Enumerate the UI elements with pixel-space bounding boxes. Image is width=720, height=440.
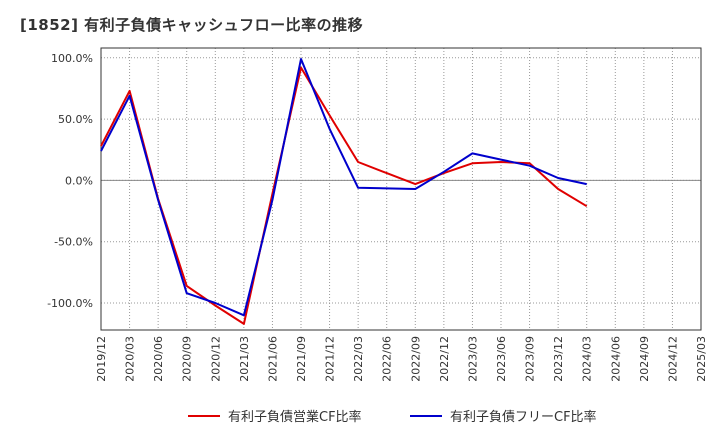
legend-label-2: 有利子負債フリーCF比率: [450, 409, 597, 425]
x-tick-label: 2022/09: [409, 336, 422, 382]
x-tick-label: 2022/06: [381, 336, 394, 382]
x-tick-label: 2021/09: [295, 336, 308, 382]
chart-title: [1852] 有利子負債キャッシュフロー比率の推移: [20, 16, 364, 34]
x-tick-label: 2023/12: [552, 336, 565, 382]
x-tick-label: 2023/06: [495, 336, 508, 382]
y-tick-label: -50.0%: [54, 236, 93, 249]
y-tick-label: 100.0%: [51, 52, 93, 65]
x-tick-label: 2025/03: [695, 336, 708, 382]
y-tick-label: -100.0%: [47, 297, 93, 310]
x-tick-label: 2024/03: [581, 336, 594, 382]
x-tick-label: 2021/06: [266, 336, 279, 382]
x-tick-label: 2020/06: [152, 336, 165, 382]
x-tick-label: 2024/06: [609, 336, 622, 382]
legend-label-1: 有利子負債営業CF比率: [228, 409, 362, 425]
x-tick-label: 2022/12: [438, 336, 451, 382]
series-line-2: [100, 58, 587, 317]
x-tick-label: 2021/03: [238, 336, 251, 382]
x-tick-label: 2020/09: [181, 336, 194, 382]
y-tick-label: 50.0%: [58, 113, 93, 126]
y-tick-label: 0.0%: [65, 174, 93, 187]
x-tick-label: 2020/03: [124, 336, 137, 382]
x-tick-label: 2022/03: [352, 336, 365, 382]
series-line-1: [100, 66, 588, 325]
x-tick-label: 2024/09: [638, 336, 651, 382]
x-tick-label: 2023/03: [466, 336, 479, 382]
x-tick-label: 2021/12: [324, 336, 337, 382]
plot-frame: [100, 47, 702, 331]
x-tick-label: 2023/09: [524, 336, 537, 382]
x-tick-label: 2024/12: [666, 336, 679, 382]
x-tick-label: 2020/12: [209, 336, 222, 382]
x-tick-label: 2019/12: [95, 336, 108, 382]
